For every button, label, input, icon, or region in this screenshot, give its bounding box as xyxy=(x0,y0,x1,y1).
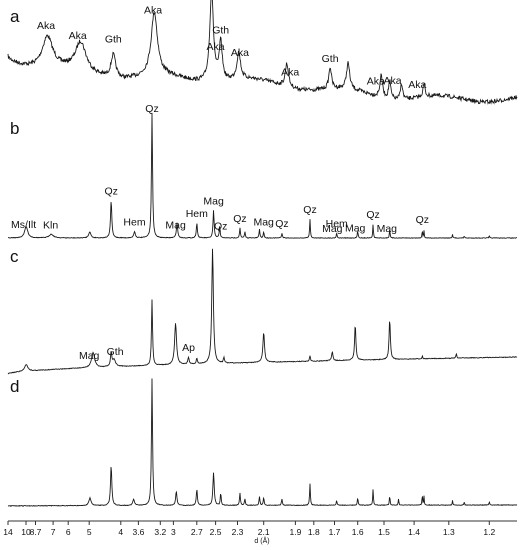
x-tick-label: 2.3 xyxy=(232,527,244,537)
x-tick-label: 1.7 xyxy=(329,527,341,537)
peak-label-b-16: Qz xyxy=(366,209,379,221)
peak-label-c-1: Gth xyxy=(107,346,124,358)
peak-label-b-9: Qz xyxy=(233,213,246,225)
peak-label-b-11: Qz xyxy=(275,218,288,230)
trace-d xyxy=(7,378,518,507)
peak-label-a-7: Aka xyxy=(281,67,299,79)
x-tick-label: 1.8 xyxy=(308,527,320,537)
x-tick-label: 1.9 xyxy=(289,527,301,537)
peak-label-c-0: Mag xyxy=(79,350,100,362)
x-tick-label: 2.5 xyxy=(210,527,222,537)
peak-label-b-18: Qz xyxy=(416,214,429,226)
peak-label-a-9: Aka xyxy=(367,76,385,88)
panel-d: d xyxy=(7,377,518,507)
peak-label-a-2: Gth xyxy=(105,34,122,46)
x-axis: 14 108.7 7 6 5 4 3.6 3.2 3 2.7 2.5 2.3 2.1 1.9 1.8 1.7 1… xyxy=(3,520,517,545)
x-tick-label: 5 xyxy=(87,527,92,537)
trace-a xyxy=(7,0,518,105)
x-tick-label: 1.2 xyxy=(483,527,495,537)
x-tick-label: 3 xyxy=(171,527,176,537)
peak-label-b-4: Qz xyxy=(145,103,158,115)
peak-label-b-12: Qz xyxy=(303,204,316,216)
x-tick-label: 8.7 xyxy=(30,527,42,537)
x-tick-label: 3.2 xyxy=(154,527,166,537)
panel-letter-c: c xyxy=(10,247,19,266)
peak-label-a-3: Aka xyxy=(144,4,162,16)
peak-label-a-1: Aka xyxy=(69,30,87,42)
x-tick-label: 1.3 xyxy=(443,527,455,537)
peak-label-b-2: Qz xyxy=(104,185,117,197)
peak-label-b-17: Mag xyxy=(377,223,398,235)
peak-label-c-2: Ap xyxy=(182,342,195,354)
x-tick-label: 1.4 xyxy=(408,527,420,537)
x-tick-label: 7 xyxy=(51,527,56,537)
panel-c: c Mag Gth Ap xyxy=(7,247,518,375)
x-tick-label: 10 xyxy=(21,527,31,537)
trace-c xyxy=(7,248,518,375)
peak-label-b-8: Qz xyxy=(214,220,227,232)
panel-letter-d: d xyxy=(10,377,19,396)
x-tick-label: 1.5 xyxy=(378,527,390,537)
peak-label-a-10: Aka xyxy=(384,75,402,87)
x-tick-label: 1.6 xyxy=(352,527,364,537)
peak-label-b-3: Hem xyxy=(123,217,145,229)
peak-label-b-6: Hem xyxy=(186,208,208,220)
peak-label-b-15: Mag xyxy=(345,223,366,235)
x-axis-title: d (Å) xyxy=(254,536,269,545)
panel-letter-b: b xyxy=(10,119,19,138)
peak-label-b-7: Mag xyxy=(203,195,224,207)
x-tick-label: 3.6 xyxy=(132,527,144,537)
peak-label-b-10: Mag xyxy=(253,217,274,229)
peak-label-b-13: Mag xyxy=(322,223,343,235)
peak-label-a-4: Aka xyxy=(207,41,225,53)
x-tick-label: 2.1 xyxy=(258,527,270,537)
peak-label-a-5: Gth xyxy=(212,24,229,36)
peak-label-a-11: Aka xyxy=(408,79,426,91)
peak-label-a-8: Gth xyxy=(322,53,339,65)
peak-label-b-0: Ms/Ilt xyxy=(11,219,36,231)
x-tick-label: 4 xyxy=(118,527,123,537)
peak-label-a-0: Aka xyxy=(37,20,55,32)
x-tick-label: 14 xyxy=(3,527,13,537)
x-tick-label: 2.7 xyxy=(191,527,203,537)
panel-letter-a: a xyxy=(10,7,20,26)
x-tick-label: 6 xyxy=(66,527,71,537)
x-axis-ticks: 14 108.7 7 6 5 4 3.6 3.2 3 2.7 2.5 2.3 2.1 1.9 1.8 1.7 1… xyxy=(3,521,495,537)
trace-b xyxy=(7,112,517,239)
peak-label-b-5: Mag xyxy=(165,220,186,232)
peak-label-a-6: Aka xyxy=(231,47,249,59)
peak-label-b-1: Kln xyxy=(43,219,58,231)
peak-label-b-14: Hem xyxy=(326,218,348,230)
